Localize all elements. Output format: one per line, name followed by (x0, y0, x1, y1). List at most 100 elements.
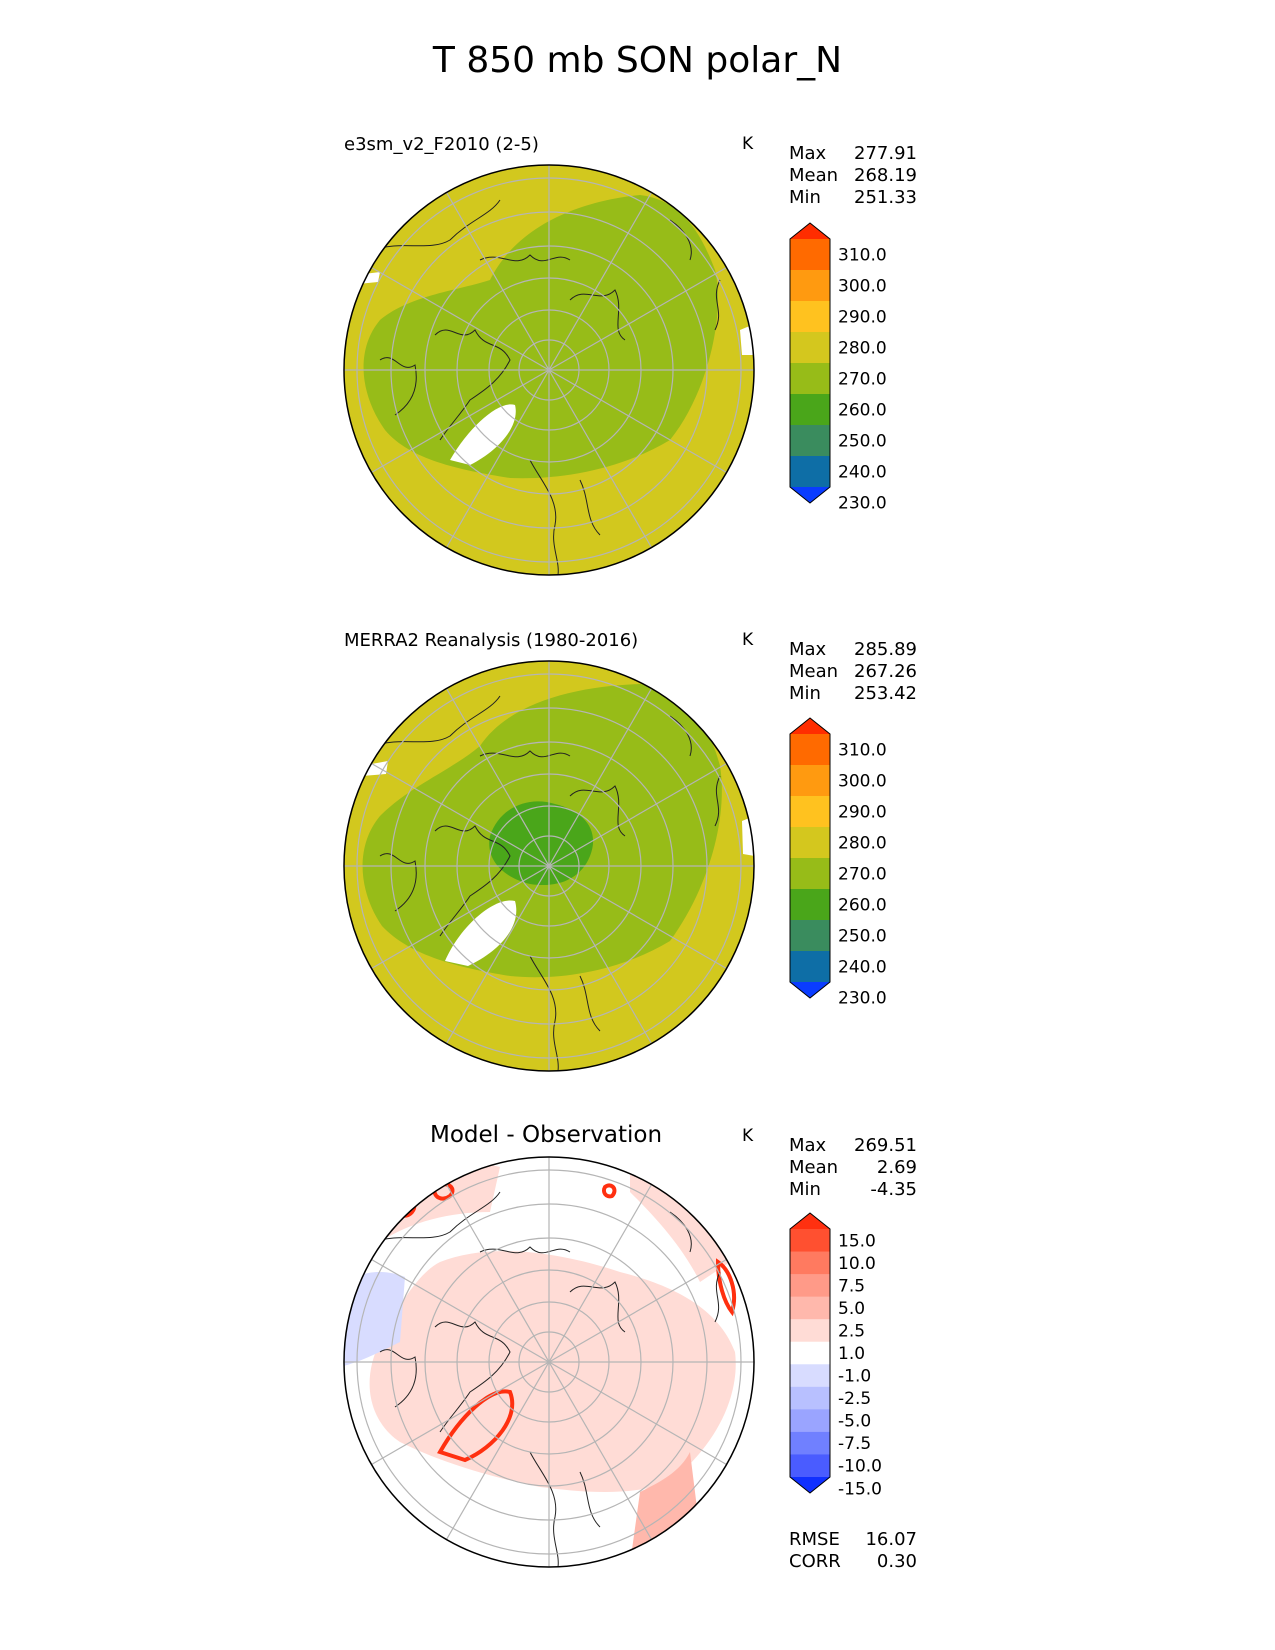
colorbar-segment (790, 301, 830, 333)
stat-value: -4.35 (870, 1179, 917, 1200)
colorbar-segment (790, 394, 830, 426)
field-band-negative (344, 1272, 405, 1367)
coastlines (374, 1191, 721, 1567)
stat-value: 253.42 (854, 683, 917, 704)
colorbar-tick-label: 230.0 (838, 989, 887, 1009)
colorbar-tick-label: 260.0 (838, 401, 887, 421)
error-stats-block: RMSE 16.07 CORR 0.30 (789, 1529, 917, 1573)
stat-value: 269.51 (854, 1135, 917, 1156)
greenland-mask (445, 900, 517, 966)
stat-label: Mean (789, 1157, 839, 1178)
map-boundary (343, 660, 755, 1072)
map-boundary (343, 1156, 755, 1568)
colorbar-segment (790, 718, 830, 734)
colorbar-segment (790, 332, 830, 364)
colorbar-tick-label: 240.0 (838, 958, 887, 978)
stat-value: 0.30 (876, 1551, 917, 1572)
colorbar-tick-label: 270.0 (838, 370, 887, 390)
stat-value: 251.33 (854, 187, 917, 208)
colorbar-tick-label: -2.5 (838, 1389, 871, 1409)
colorbar-segment (790, 765, 830, 797)
colorbar-tick-label: -1.0 (838, 1367, 871, 1387)
lat-lon-grid (344, 1157, 754, 1567)
stat-value: 267.26 (854, 661, 917, 682)
lat-lon-grid (344, 661, 754, 1071)
colorbar-segment (790, 889, 830, 921)
colorbar-labels: 310.0 300.0 290.0 280.0 270.0 260.0 250.0 240.0… (838, 246, 887, 514)
stats-block-model: Max 277.91 Mean 268.19 Min 251.33 (789, 143, 917, 209)
colorbar-segment (790, 951, 830, 983)
colorbar-tick-label: 310.0 (838, 246, 887, 266)
colorbar-labels: 310.0 300.0 290.0 280.0 270.0 260.0 250.0 240.0… (838, 741, 887, 1009)
colorbar-tick-label: -15.0 (838, 1479, 882, 1499)
stat-value: 2.69 (876, 1157, 917, 1178)
colorbar-segments (789, 717, 831, 999)
colorbar-segment (790, 363, 830, 395)
colorbar-tick-label: 290.0 (838, 308, 887, 328)
colorbar-outline (789, 717, 831, 999)
colorbar-tick-label: 15.0 (838, 1231, 876, 1251)
stat-label: Max (789, 1135, 827, 1156)
colorbar-tick-label: 300.0 (838, 277, 887, 297)
stat-label: Max (789, 143, 827, 164)
units-label-model: K (742, 134, 754, 154)
colorbar-segments (789, 222, 831, 504)
colorbar-tick-label: 10.0 (838, 1254, 876, 1274)
colorbar-diff: 15.0 10.07.5 5.02.5 1.0 -1.0-2.5 -5.0-7.5 -10.… (789, 1212, 882, 1499)
colorbar-segment (790, 1274, 830, 1298)
colorbar-segments (789, 1212, 831, 1494)
colorbar-tick-label: 7.5 (838, 1276, 865, 1296)
colorbar-tick-label: 1.0 (838, 1344, 865, 1364)
colorbar-tick-label: 250.0 (838, 432, 887, 452)
polar-map-diff (343, 1156, 755, 1568)
colorbar-outline (789, 222, 831, 504)
colorbar-segment (790, 858, 830, 890)
colorbar-tick-label: 240.0 (838, 463, 887, 483)
colorbar-segment (790, 456, 830, 488)
colorbar-labels: 15.0 10.07.5 5.02.5 1.0 -1.0-2.5 -5.0-7.5 -10.… (838, 1231, 882, 1499)
colorbar-segment (790, 796, 830, 828)
stat-value: 16.07 (865, 1529, 917, 1550)
stat-label: Min (789, 187, 821, 208)
colorbar-tick-label: 270.0 (838, 865, 887, 885)
units-label-diff: K (742, 1126, 754, 1146)
panel-title-model: e3sm_v2_F2010 (2-5) (344, 134, 539, 155)
colorbar-tick-label: -5.0 (838, 1412, 871, 1432)
stat-label: Mean (789, 165, 839, 186)
colorbar-obs: 310.0 300.0 290.0 280.0 270.0 260.0 250.0 240.0… (789, 717, 887, 1009)
stat-label: Min (789, 683, 821, 704)
colorbar-segment (790, 239, 830, 271)
stat-label: RMSE (789, 1529, 840, 1550)
colorbar-segment (790, 1431, 830, 1455)
colorbar-tick-label: 300.0 (838, 772, 887, 792)
colorbar-tick-label: 280.0 (838, 339, 887, 359)
colorbar-segment (790, 920, 830, 952)
colorbar-tick-label: 250.0 (838, 927, 887, 947)
colorbar-tick-label: 260.0 (838, 896, 887, 916)
panel-title-diff: Model - Observation (430, 1122, 663, 1148)
units-label-obs: K (742, 630, 754, 650)
stat-value: 285.89 (854, 639, 917, 660)
colorbar-segment (790, 223, 830, 239)
field-band-260 (489, 801, 594, 886)
stat-value: 268.19 (854, 165, 917, 186)
stat-label: Max (789, 639, 827, 660)
colorbar-tick-label: 5.0 (838, 1299, 865, 1319)
stats-block-obs: Max 285.89 Mean 267.26 Min 253.42 (789, 639, 917, 705)
colorbar-segment (790, 1229, 830, 1253)
colorbar-tick-label: 2.5 (838, 1321, 865, 1341)
colorbar-segment (790, 827, 830, 859)
colorbar-tick-label: -10.0 (838, 1457, 882, 1477)
stat-label: CORR (789, 1551, 841, 1572)
colorbar-segment (790, 1409, 830, 1433)
colorbar-segment (790, 1477, 830, 1493)
colorbar-segment (790, 270, 830, 302)
coastlines (374, 695, 721, 1071)
colorbar-segment (790, 1213, 830, 1229)
colorbar-tick-label: 290.0 (838, 803, 887, 823)
colorbar-model: 310.0 300.0 290.0 280.0 270.0 260.0 250.0 240.0… (789, 222, 887, 514)
stats-block-diff: Max 269.51 Mean 2.69 Min -4.35 (789, 1135, 917, 1201)
polar-map-obs (343, 660, 755, 1072)
colorbar-segment (790, 1296, 830, 1320)
colorbar-segment (790, 1454, 830, 1478)
